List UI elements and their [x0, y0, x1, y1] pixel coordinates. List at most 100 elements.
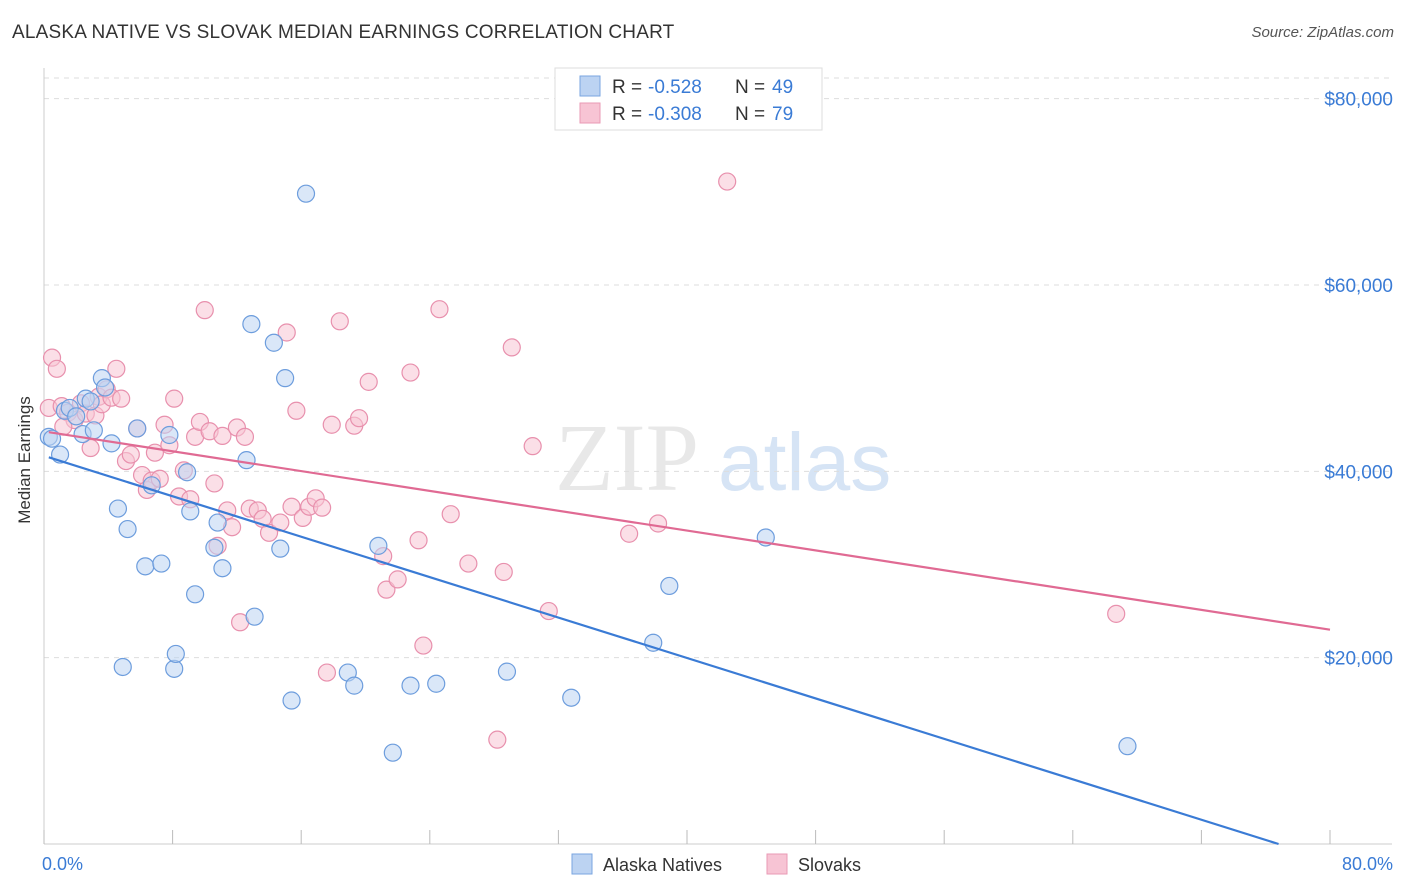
alaska-natives-point [264, 333, 283, 352]
legend-swatch-blue [579, 75, 601, 97]
slovaks-point [459, 554, 478, 573]
slovaks-point [287, 401, 306, 420]
slovaks-point [213, 426, 232, 446]
slovaks-point [401, 363, 420, 382]
x-tick-label-max: 80.0% [1342, 854, 1393, 874]
chart-source: Source: ZipAtlas.com [1251, 24, 1394, 41]
alaska-natives-point [108, 499, 128, 518]
alaska-natives-point [84, 421, 103, 440]
slovaks-point [121, 445, 140, 464]
alaska-natives-point [113, 657, 132, 677]
slovaks-point [107, 359, 126, 378]
alaska-natives-point [165, 659, 184, 678]
slovaks-point [1107, 604, 1126, 623]
slovaks-point [377, 580, 396, 599]
alaska-natives-point [427, 674, 446, 693]
series-swatch-alaska-natives [571, 853, 593, 875]
slovaks-point [312, 498, 332, 517]
alaska-natives-point [345, 676, 364, 695]
slovaks-point [165, 389, 184, 408]
alaska-natives-point [95, 378, 115, 397]
alaska-natives-point [369, 536, 388, 555]
legend-r-label-blue: R = [612, 77, 642, 98]
x-axis-ticks [43, 830, 1331, 844]
slovaks-point [441, 505, 460, 524]
legend-n-value-pink: 79 [772, 104, 793, 125]
slovaks-point [488, 730, 507, 749]
legend-n-value-blue: 49 [772, 77, 793, 98]
y-axis-title: Median Earnings [15, 396, 34, 524]
alaska-natives-point [1118, 737, 1137, 756]
legend-r-value-pink: -0.308 [648, 104, 702, 125]
grid-lines [44, 77, 1392, 659]
slovaks-point [349, 409, 369, 428]
alaska-natives-point [208, 513, 227, 532]
alaska-natives-point [152, 554, 171, 573]
alaska-natives-point [271, 539, 290, 558]
slovaks-point [277, 323, 296, 342]
slovaks-point [718, 172, 737, 191]
series-legend: Alaska Natives Slovaks [571, 853, 861, 875]
alaska-natives-point [282, 691, 301, 710]
alaska-natives-point [67, 407, 86, 426]
y-tick-label: $40,000 [1324, 462, 1393, 483]
alaska-natives-point [166, 644, 185, 664]
alaska-natives-point [242, 315, 261, 334]
series-swatch-slovaks [766, 853, 788, 875]
alaska-natives-point [81, 392, 100, 411]
slovaks-point [359, 372, 378, 391]
alaska-natives-point [142, 476, 161, 495]
slovaks-point [205, 474, 224, 493]
y-tick-labels: $20,000 $40,000 $60,000 $80,000 [1324, 90, 1393, 670]
legend-r-label-pink: R = [612, 104, 642, 125]
slovaks-point [235, 427, 255, 446]
slovaks-point [388, 570, 407, 589]
slovaks-point [430, 300, 449, 319]
slovaks-point [523, 437, 542, 456]
alaska-natives-point [562, 688, 581, 707]
alaska-natives-point [383, 743, 402, 762]
legend-n-label-pink: N = [735, 104, 765, 125]
alaska-natives-point [296, 184, 316, 203]
alaska-natives-point [205, 538, 224, 557]
correlation-legend: R = -0.528 N = 49 R = -0.308 N = 79 [554, 67, 823, 131]
chart-title: ALASKA NATIVE VS SLOVAK MEDIAN EARNINGS … [12, 22, 675, 43]
slovaks-point [330, 312, 349, 331]
alaska-natives-point [497, 662, 517, 681]
alaska-natives-point [160, 425, 179, 445]
alaska-natives-point [177, 463, 197, 482]
alaska-natives-point [118, 519, 137, 539]
slovaks-point [112, 389, 131, 408]
alaska-natives-point [276, 369, 295, 388]
watermark-atlas: atlas [718, 417, 891, 508]
alaska-natives-point [401, 676, 420, 695]
series-label-slovaks: Slovaks [798, 855, 861, 875]
alaska-natives-points [39, 184, 1137, 762]
alaska-natives-point [128, 419, 147, 438]
watermark-zip: ZIP [555, 404, 699, 511]
alaska-natives-point [181, 502, 200, 521]
alaska-natives-point [42, 429, 62, 448]
legend-r-value-blue: -0.528 [648, 77, 702, 98]
y-tick-label: $80,000 [1324, 90, 1393, 111]
slovaks-point [322, 415, 341, 434]
trend-lines [48, 431, 1331, 846]
slovaks-point [282, 497, 301, 516]
legend-swatch-pink [579, 102, 601, 124]
legend-n-label-blue: N = [735, 77, 765, 98]
alaska-natives-point [186, 585, 205, 604]
slovaks-point [620, 524, 639, 543]
slovaks-trend-line [48, 431, 1331, 631]
alaska-natives-point [237, 451, 256, 470]
alaska-natives-trend-line [48, 456, 1279, 846]
y-tick-label: $20,000 [1324, 649, 1393, 670]
slovaks-point [494, 562, 513, 582]
slovaks-point [195, 301, 214, 320]
alaska-natives-point [213, 559, 232, 578]
slovaks-point [317, 663, 337, 682]
alaska-natives-point [136, 557, 155, 576]
alaska-natives-point [660, 576, 679, 596]
slovaks-point [414, 636, 433, 655]
y-tick-label: $60,000 [1324, 276, 1393, 297]
